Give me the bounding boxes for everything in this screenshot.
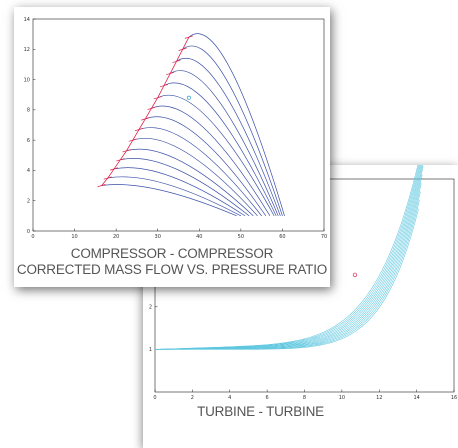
compressor-y-tick-label: 8 [27,108,30,114]
compressor-y-tick-label: 12 [24,47,30,53]
turbine-x-tick-label: 14 [413,395,419,401]
compressor-speed-line [157,94,275,217]
compressor-speed-line [126,148,254,217]
compressor-speed-line [145,116,267,217]
compressor-caption-line2: CORRECTED MASS FLOW VS. PRESSURE RATIO [16,262,328,277]
compressor-x-tick-label: 40 [196,234,202,240]
turbine-y-tick-label: 2 [149,305,152,311]
compressor-chart-card: 0 10 20 30 40 50 60 70 0 2 4 6 8 10 12 14 COMPRESSOR - … [14,7,330,287]
compressor-y-tick-label: 0 [27,229,30,235]
turbine-x-tick-label: 10 [339,395,345,401]
compressor-y-tick-label: 2 [27,199,30,205]
compressor-caption: COMPRESSOR - COMPRESSOR CORRECTED MASS F… [14,246,330,278]
turbine-x-tick-label: 6 [266,395,269,401]
compressor-speed-line [176,57,281,216]
compressor-speed-line [101,184,237,217]
turbine-x-tick-label: 0 [153,395,156,401]
compressor-y-tick-label: 6 [27,138,30,144]
turbine-x-tick-label: 8 [303,395,306,401]
compressor-speed-line [120,158,250,217]
compressor-y-tick-label: 10 [24,77,30,83]
turbine-operating-point [352,272,358,277]
turbine-curve [154,165,419,350]
compressor-speed-line [182,45,283,216]
compressor-y-tick-label: 4 [27,168,30,174]
compressor-operating-point [186,95,191,100]
compressor-x-tick-label: 0 [31,234,34,240]
compressor-x-tick-label: 70 [321,234,327,240]
turbine-x-tick-label: 2 [191,395,194,401]
compressor-x-tick-label: 50 [238,234,244,240]
compressor-speed-line [188,33,285,216]
turbine-x-tick-label: 4 [228,395,231,401]
compressor-chart: 0 10 20 30 40 50 60 70 0 2 4 6 8 10 12 14 [24,17,328,240]
compressor-speed-line [138,127,262,217]
compressor-speed-line [132,138,258,217]
compressor-x-tick-label: 30 [155,234,161,240]
compressor-plot-frame [32,18,325,232]
compressor-surge-line [101,36,190,186]
compressor-speed-line [170,70,279,216]
compressor-speed-line [113,167,246,217]
turbine-x-tick-label: 12 [376,395,382,401]
turbine-caption: TURBINE - TURBINE [197,404,324,419]
compressor-speed-line [151,105,271,217]
turbine-y-tick-label: 1 [149,347,152,353]
compressor-x-tick-label: 20 [113,234,119,240]
compressor-x-tick-label: 60 [279,234,285,240]
compressor-y-tick-label: 14 [24,17,30,23]
compressor-x-tick-label: 10 [71,234,77,240]
compressor-speed-line [107,176,242,217]
compressor-caption-line1: COMPRESSOR - COMPRESSOR [70,246,274,261]
turbine-x-tick-label: 16 [451,395,457,401]
compressor-speed-line [163,82,277,217]
